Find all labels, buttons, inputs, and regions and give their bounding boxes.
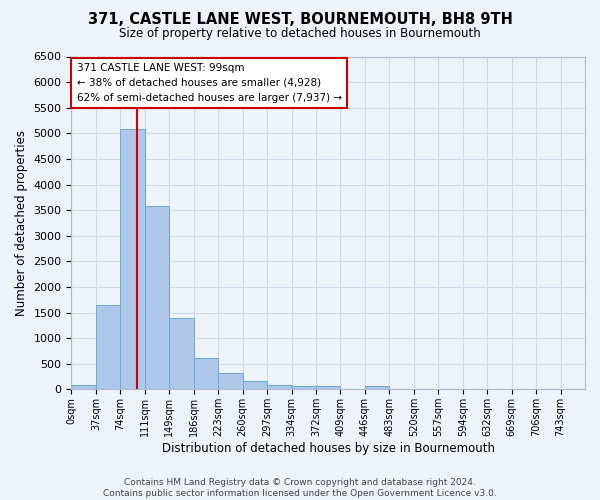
Bar [242, 382, 267, 390]
Bar [267, 384, 292, 390]
Text: Size of property relative to detached houses in Bournemouth: Size of property relative to detached ho… [119, 28, 481, 40]
Bar [316, 386, 340, 390]
Bar [71, 386, 96, 390]
Bar [96, 305, 121, 390]
Y-axis label: Number of detached properties: Number of detached properties [15, 130, 28, 316]
Bar [169, 318, 194, 390]
Bar [194, 358, 218, 390]
Text: Contains HM Land Registry data © Crown copyright and database right 2024.
Contai: Contains HM Land Registry data © Crown c… [103, 478, 497, 498]
Text: 371 CASTLE LANE WEST: 99sqm
← 38% of detached houses are smaller (4,928)
62% of : 371 CASTLE LANE WEST: 99sqm ← 38% of det… [77, 63, 341, 103]
Bar [121, 129, 145, 390]
Bar [145, 206, 169, 390]
Bar [218, 374, 242, 390]
X-axis label: Distribution of detached houses by size in Bournemouth: Distribution of detached houses by size … [162, 442, 495, 455]
Bar [365, 386, 389, 390]
Bar [292, 386, 316, 390]
Text: 371, CASTLE LANE WEST, BOURNEMOUTH, BH8 9TH: 371, CASTLE LANE WEST, BOURNEMOUTH, BH8 … [88, 12, 512, 28]
